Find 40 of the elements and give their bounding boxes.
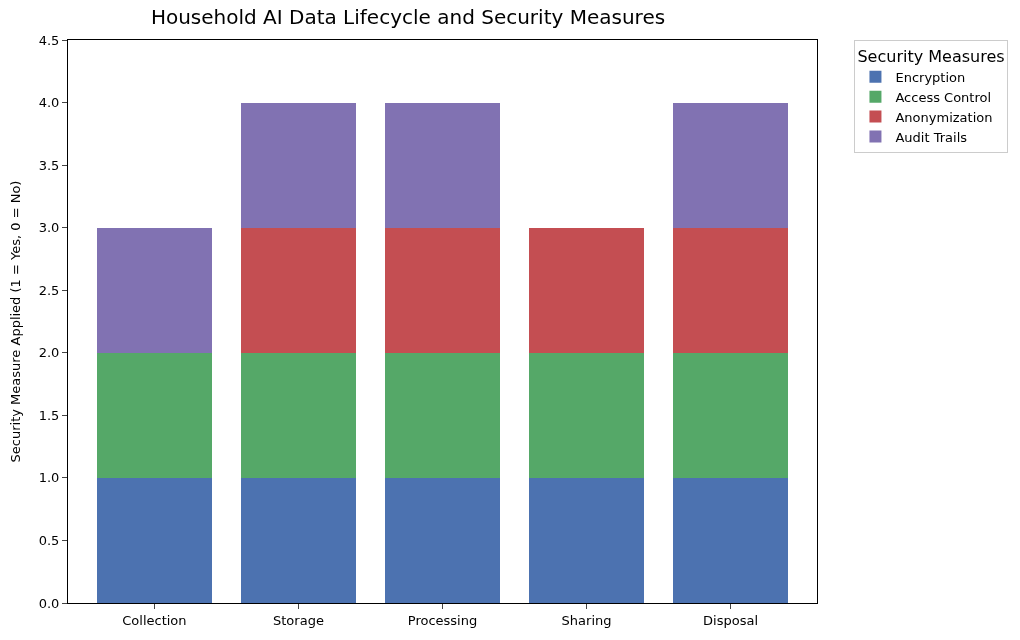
y-tick-label: 2.5 bbox=[38, 282, 60, 298]
x-tick-label: Disposal bbox=[703, 612, 759, 628]
bar bbox=[528, 352, 645, 478]
bar bbox=[384, 227, 501, 353]
legend-label: Anonymization bbox=[895, 109, 993, 125]
bar bbox=[384, 477, 501, 603]
chart-title: Household AI Data Lifecycle and Security Measures bbox=[150, 4, 666, 29]
x-tick-label: Collection bbox=[122, 612, 187, 628]
bar bbox=[672, 352, 789, 478]
bar bbox=[672, 102, 789, 228]
y-tick-label: 1.0 bbox=[38, 470, 60, 486]
y-tick-label: 2.0 bbox=[38, 345, 60, 361]
bar bbox=[672, 227, 789, 353]
x-tick-label: Processing bbox=[407, 612, 478, 628]
y-tick-label: 3.0 bbox=[38, 220, 60, 236]
bar bbox=[528, 227, 645, 353]
x-tick-label: Storage bbox=[273, 612, 324, 628]
bar bbox=[240, 352, 357, 478]
bar bbox=[384, 102, 501, 228]
bar bbox=[672, 477, 789, 603]
legend-label: Audit Trails bbox=[895, 129, 968, 145]
y-axis-title: Security Measure Applied (1 = Yes, 0 = No) bbox=[7, 180, 23, 463]
y-tick-label: 3.5 bbox=[38, 157, 60, 173]
bar bbox=[384, 352, 501, 478]
legend-label: Encryption bbox=[895, 69, 966, 85]
y-tick-label: 0.5 bbox=[38, 532, 60, 548]
y-tick-label: 4.5 bbox=[38, 32, 60, 48]
x-tick-label: Sharing bbox=[561, 612, 612, 628]
y-tick-label: 1.5 bbox=[38, 407, 60, 423]
bar bbox=[240, 477, 357, 603]
bar bbox=[528, 477, 645, 603]
bar bbox=[96, 227, 213, 353]
bar bbox=[96, 352, 213, 478]
bar bbox=[240, 227, 357, 353]
bar bbox=[96, 477, 213, 603]
y-tick-label: 4.0 bbox=[38, 95, 60, 111]
legend-title: Security Measures bbox=[857, 46, 1005, 66]
bar bbox=[240, 102, 357, 228]
y-tick-label: 0.0 bbox=[38, 595, 60, 611]
legend-label: Access Control bbox=[895, 89, 992, 105]
